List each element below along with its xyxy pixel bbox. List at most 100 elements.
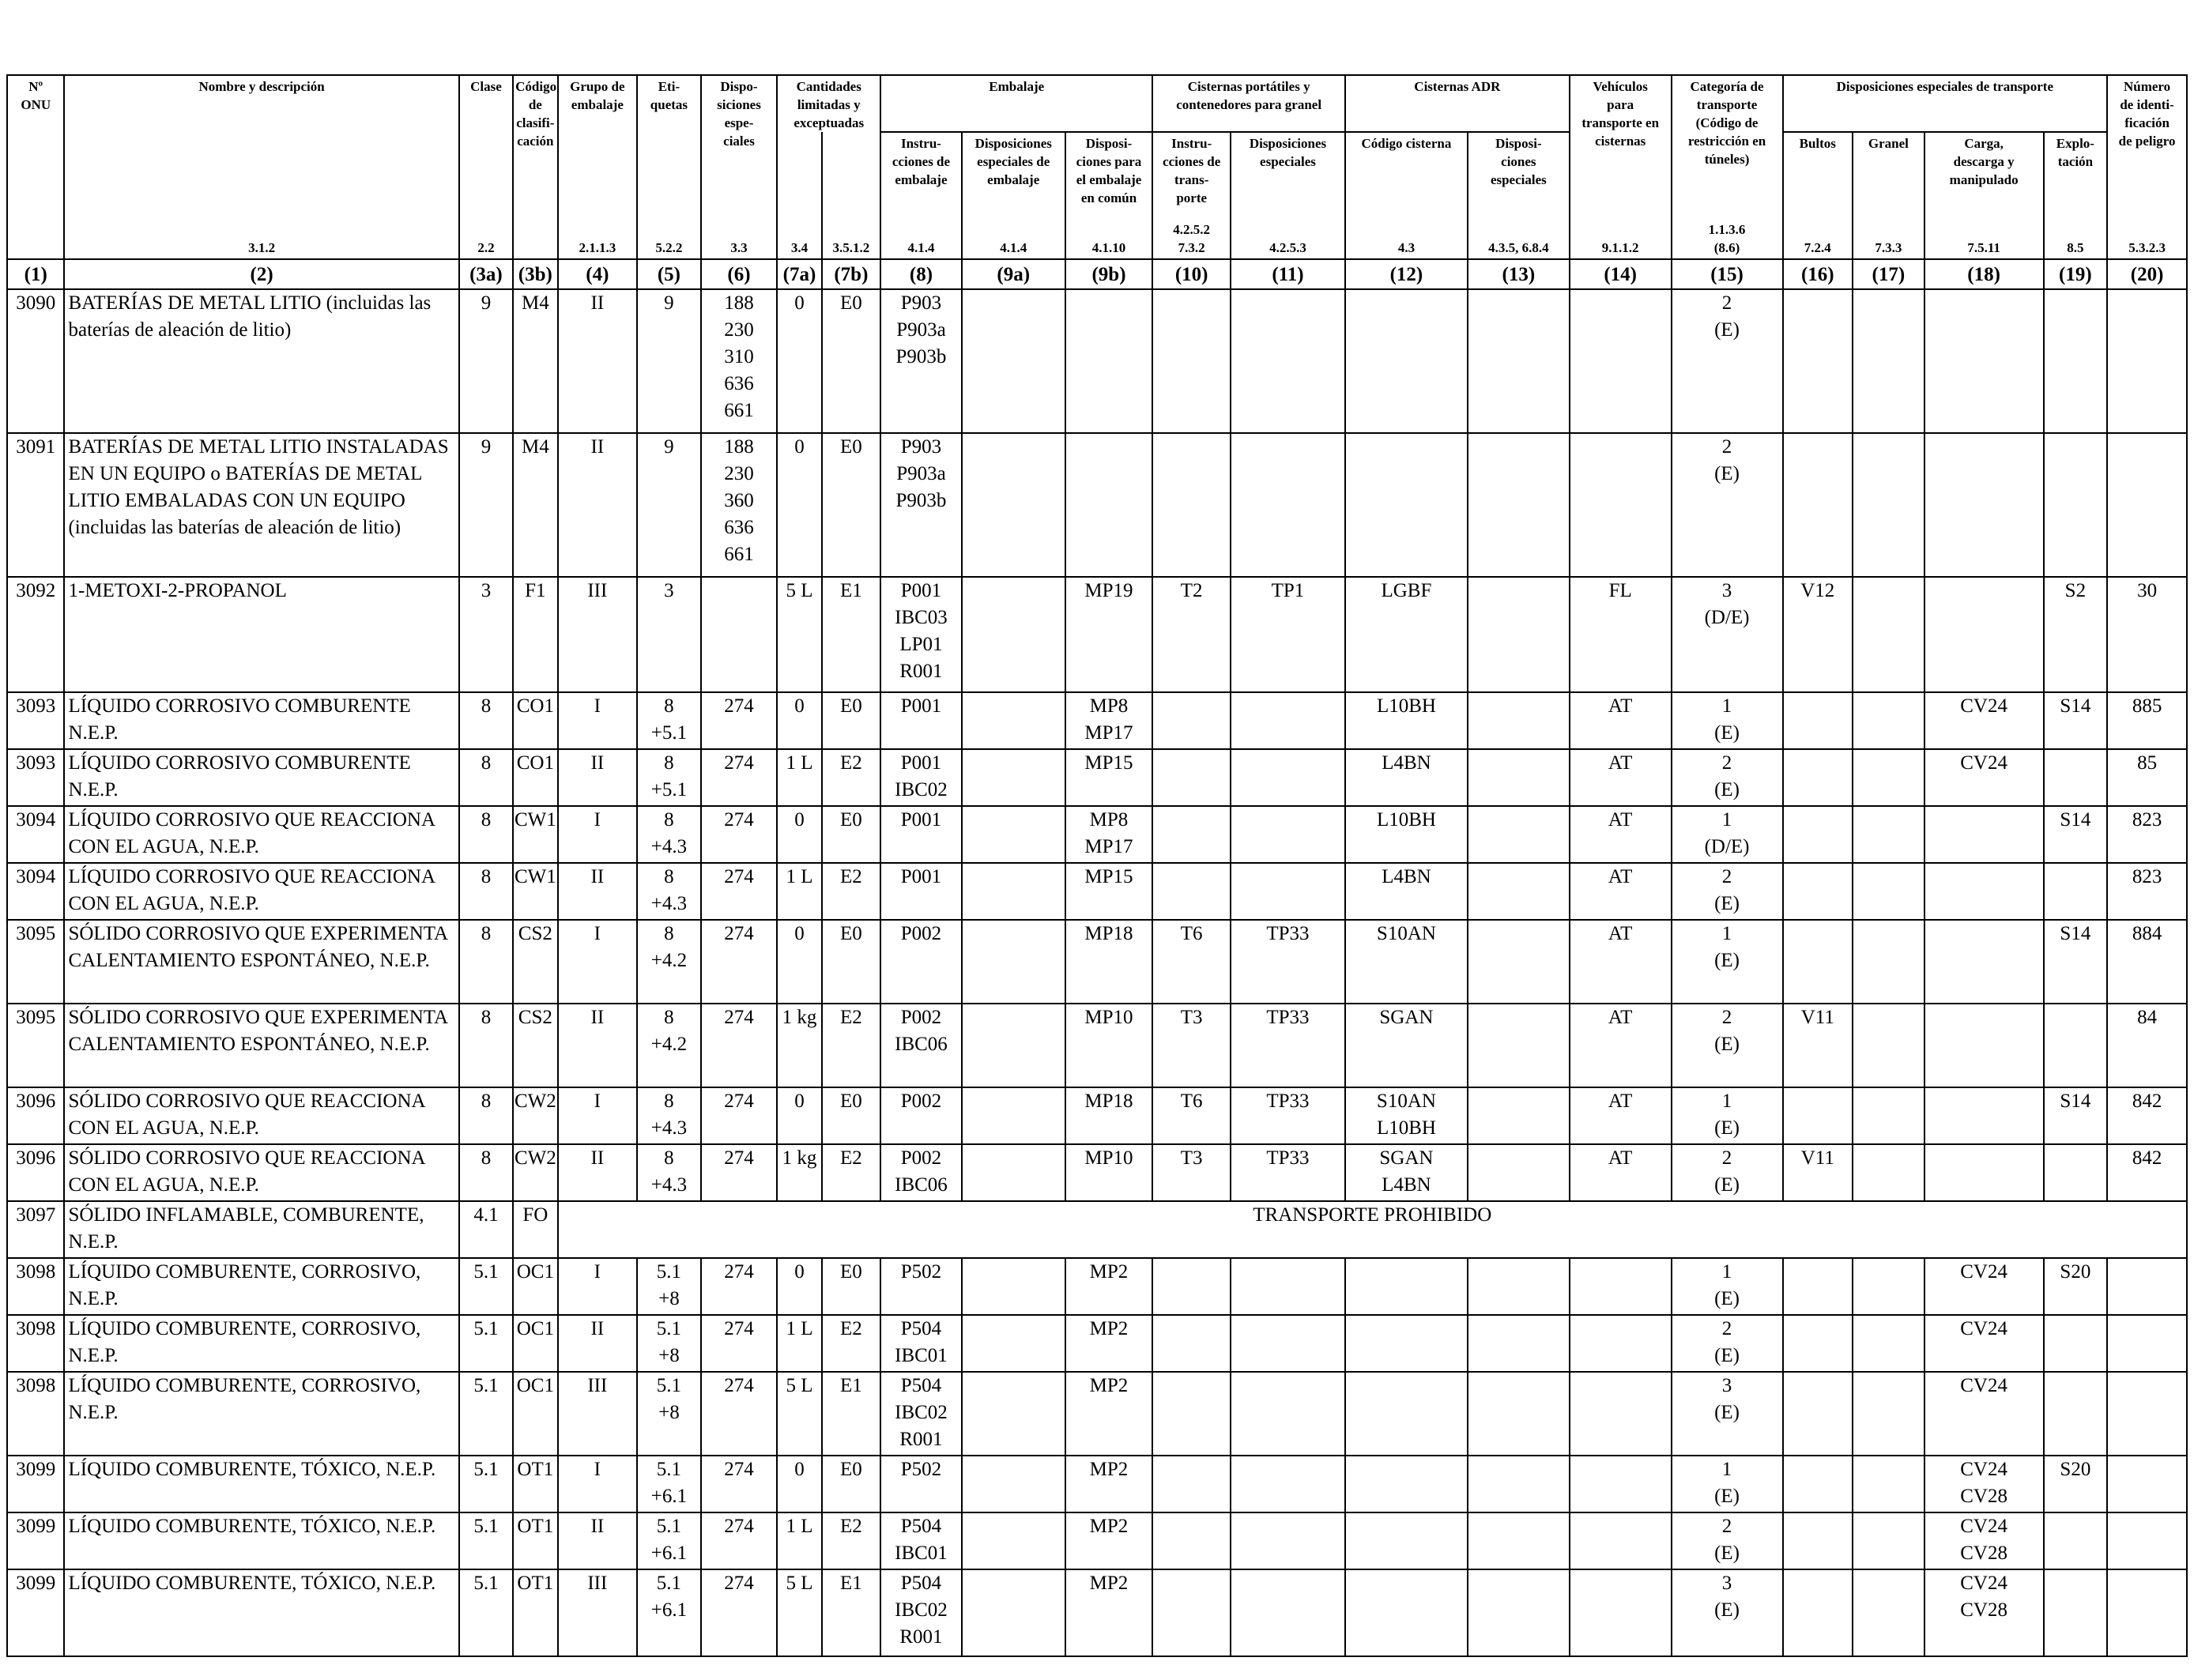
table-cell <box>1466 576 1570 693</box>
table-cell <box>2106 1257 2188 1316</box>
header-clase-ref: 2.2 <box>477 240 495 255</box>
table-cell <box>1344 1257 1468 1316</box>
table-cell: T3 <box>1152 1003 1231 1088</box>
table-cell <box>1064 288 1154 434</box>
header-adr-codigo: Código cisterna 4.3 <box>1344 131 1468 260</box>
table-cell: 9 <box>636 432 702 578</box>
header-etiquetas-label: Eti- quetas <box>650 79 688 112</box>
table-cell <box>1852 1512 1925 1570</box>
table-cell <box>1852 1314 1925 1373</box>
table-cell: 5.1 +8 <box>636 1371 702 1456</box>
table-cell: 2 (E) <box>1670 1314 1784 1373</box>
table-cell: MP8 MP17 <box>1064 805 1154 864</box>
table-cell: P903 P903a P903b <box>880 288 963 434</box>
table-cell <box>1568 288 1672 434</box>
table-cell: AT <box>1568 862 1672 921</box>
table-cell: II <box>556 432 639 578</box>
substance-name-cell: SÓLIDO CORROSIVO QUE EXPERIMENTA CALENTA… <box>63 1003 460 1088</box>
table-cell: II <box>556 1314 639 1373</box>
table-cell <box>1466 919 1570 1004</box>
table-cell: P002 <box>880 919 963 1004</box>
table-cell <box>1923 1087 2045 1145</box>
table-cell: CV24 CV28 <box>1923 1569 2045 1657</box>
header-disposiciones: Dispo- siciones espe- ciales 3.3 <box>699 74 778 260</box>
column-number-cell: (7b) <box>820 258 882 290</box>
column-number-cell: (1) <box>6 258 66 290</box>
table-cell <box>1466 862 1570 921</box>
table-cell <box>1152 1314 1231 1373</box>
table-cell: MP10 <box>1064 1003 1154 1088</box>
table-cell <box>960 1003 1066 1088</box>
table-cell: P502 <box>880 1455 963 1513</box>
table-cell <box>1852 805 1925 864</box>
table-cell: 5.1 <box>458 1512 515 1570</box>
table-cell: T3 <box>1152 1143 1231 1202</box>
onu-number-cell: 3093 <box>6 748 66 807</box>
table-cell <box>1923 432 2045 578</box>
table-cell: 9 <box>458 432 515 578</box>
table-cell: TP33 <box>1230 919 1346 1004</box>
table-cell: I <box>556 691 639 750</box>
table-cell <box>1852 748 1925 807</box>
header-numero-peligro-ref: 5.3.2.3 <box>2128 240 2166 255</box>
table-cell <box>1466 691 1570 750</box>
table-cell: 274 <box>699 1512 778 1570</box>
table-cell: E0 <box>820 691 882 750</box>
table-cell: S14 <box>2042 691 2109 750</box>
table-cell <box>1466 1314 1570 1373</box>
table-cell: 274 <box>699 748 778 807</box>
column-number-cell: (9b) <box>1064 258 1154 290</box>
table-cell <box>1344 432 1468 578</box>
table-cell: E0 <box>820 919 882 1004</box>
table-cell: II <box>556 1512 639 1570</box>
header-emb-comun: Disposi- ciones para el embalaje en comú… <box>1064 131 1154 260</box>
table-cell: E2 <box>820 1003 882 1088</box>
header-disposiciones-transporte: Disposiciones especiales de transporte <box>1781 74 2109 133</box>
table-cell <box>1230 1455 1346 1513</box>
table-cell <box>1152 432 1231 578</box>
header-cant-3-5-1-2: 3.5.1.2 <box>820 132 882 260</box>
column-number-cell: (9a) <box>960 258 1066 290</box>
onu-number-cell: 3098 <box>6 1257 66 1316</box>
table-cell <box>1923 288 2045 434</box>
table-cell: CS2 <box>512 1003 559 1088</box>
table-cell: OT1 <box>512 1569 559 1657</box>
header-emb-disposiciones-label: Disposiciones especiales de embalaje <box>974 136 1052 187</box>
table-cell: 842 <box>2106 1087 2188 1145</box>
header-numero-peligro-label: Número de identi- ficación de peligro <box>2118 79 2176 149</box>
table-cell: 0 <box>776 1087 823 1145</box>
table-cell: TP33 <box>1230 1143 1346 1202</box>
table-cell: E0 <box>820 1455 882 1513</box>
table-cell: 85 <box>2106 748 2188 807</box>
header-cisternas-portatiles: Cisternas portátiles y contenedores para… <box>1152 74 1346 133</box>
onu-number-cell: 3097 <box>6 1200 66 1259</box>
table-cell <box>1923 576 2045 693</box>
onu-number-cell: 3090 <box>6 288 66 434</box>
table-cell: 9 <box>458 288 515 434</box>
header-cant-3-5-1-2-ref: 3.5.1.2 <box>832 240 870 255</box>
table-cell: MP2 <box>1064 1257 1154 1316</box>
header-dt-granel-label: Granel <box>1868 136 1909 151</box>
substance-name-cell: LÍQUIDO CORROSIVO COMBURENTE N.E.P. <box>63 691 460 750</box>
onu-number-cell: 3096 <box>6 1143 66 1202</box>
header-adr-disposiciones-label: Disposi- ciones especiales <box>1490 136 1547 187</box>
table-cell: 8 +4.3 <box>636 862 702 921</box>
table-cell: SGAN <box>1344 1003 1468 1088</box>
column-number-cell: (12) <box>1344 258 1468 290</box>
table-cell <box>2106 1371 2188 1456</box>
table-cell <box>1923 862 2045 921</box>
table-cell: 274 <box>699 1455 778 1513</box>
table-cell: CV24 <box>1923 1371 2045 1456</box>
header-cp-instrucciones-ref: 4.2.5.2 7.3.2 <box>1173 222 1211 255</box>
table-cell <box>2042 1314 2109 1373</box>
table-cell: P504 IBC01 <box>880 1512 963 1570</box>
header-cp-disposiciones-ref: 4.2.5.3 <box>1269 240 1306 255</box>
table-cell: 5.1 <box>458 1257 515 1316</box>
table-cell <box>1152 748 1231 807</box>
table-cell: TP33 <box>1230 1003 1346 1088</box>
table-cell <box>1230 1314 1346 1373</box>
table-cell: 1 kg <box>776 1003 823 1088</box>
header-cp-disposiciones: Disposiciones especiales 4.2.5.3 <box>1230 131 1346 260</box>
dangerous-goods-table: Nº ONU Nombre y descripción 3.1.2 Clase 2.… <box>6 74 2188 1657</box>
table-cell: E2 <box>820 1512 882 1570</box>
